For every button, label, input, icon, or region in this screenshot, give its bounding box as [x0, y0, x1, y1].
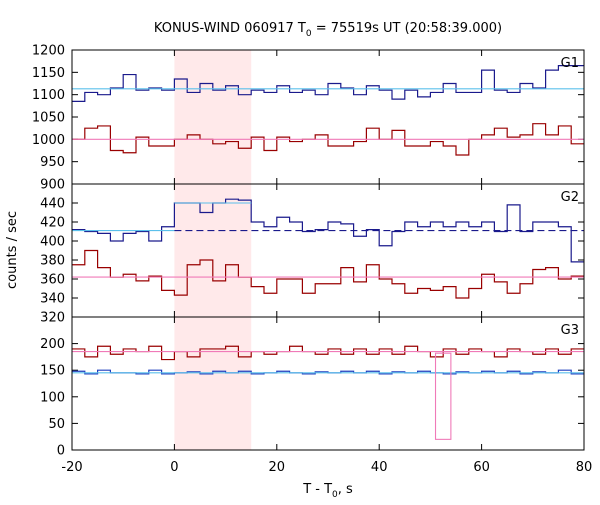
panel-label-g1: G1	[561, 56, 579, 71]
y-tick-label: 440	[40, 197, 65, 212]
y-tick-label: 340	[40, 292, 65, 307]
y-tick-label: 360	[40, 273, 65, 288]
y-tick-label: 1100	[32, 88, 65, 103]
series-g1-high	[72, 65, 584, 102]
x-tick-label: 0	[170, 460, 178, 475]
panel-g3: 0 50 100 150 200 G3	[40, 316, 585, 459]
y-tick-label: 100	[40, 390, 65, 405]
panel-frame	[71, 49, 585, 185]
y-tick-label: 380	[40, 254, 65, 269]
series-g3-high	[72, 345, 584, 361]
x-tick-label: -20	[61, 460, 82, 475]
burst-interval-shading	[174, 50, 252, 450]
panel-label-g3: G3	[561, 323, 579, 338]
panel-frame	[71, 183, 585, 318]
chart-title: KONUS-WIND 060917 T0 = 75519s UT (20:58:…	[154, 21, 502, 39]
x-tick-label: 40	[371, 460, 388, 475]
y-tick-label: 200	[40, 337, 65, 352]
y-axis-label: counts / sec	[5, 211, 20, 289]
y-tick-label: 50	[48, 417, 65, 432]
y-tick-label: 900	[40, 178, 65, 193]
x-tick-label: 80	[576, 460, 593, 475]
y-tick-label: 950	[40, 155, 65, 170]
x-tick-label: 20	[269, 460, 286, 475]
y-tick-label: 1200	[32, 44, 65, 59]
series-g2-high	[72, 198, 584, 263]
y-tick-label: 1050	[32, 111, 65, 126]
panel-g1: 900 950 1000 1050 1100 1150 1200 G1	[32, 44, 585, 193]
plot-layer: 90095010001050110011501200G1320340360380…	[32, 44, 592, 476]
x-axis-label: T - T0, s	[302, 482, 353, 500]
y-tick-label: 320	[40, 311, 65, 326]
series-g1-low	[72, 123, 584, 156]
y-tick-label: 420	[40, 216, 65, 231]
y-tick-label: 150	[40, 364, 65, 379]
y-tick-label: 400	[40, 235, 65, 250]
y-tick-label: 1000	[32, 133, 65, 148]
panel-g2: 320 340 360 380 400 420 440 G2	[40, 183, 585, 326]
panel-label-g2: G2	[561, 190, 579, 205]
panel-frame	[71, 316, 585, 451]
y-tick-label: 1150	[32, 66, 65, 81]
x-tick-label: 60	[473, 460, 490, 475]
series-g2-low	[72, 249, 584, 299]
series-g3-dip	[434, 352, 452, 440]
y-tick-label: 0	[57, 444, 65, 459]
